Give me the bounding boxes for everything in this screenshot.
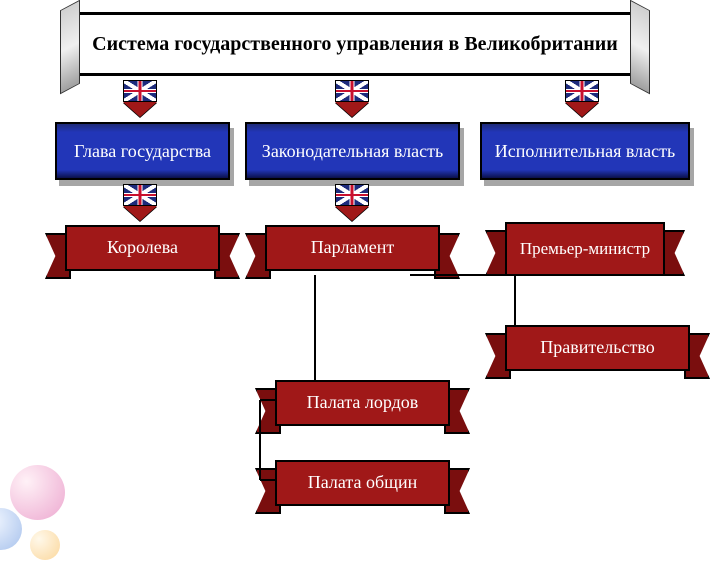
title-bar: Система государственного управления в Ве… [75, 12, 635, 76]
branch-label: Глава государства [74, 141, 211, 162]
node-label: Правительство [540, 338, 654, 358]
flag-arrow-icon [123, 80, 157, 118]
node-pm: Премьер-министр [505, 222, 665, 276]
branch-head: Глава государства [55, 122, 230, 180]
node-government: Правительство [505, 325, 690, 371]
node-label: Королева [107, 238, 178, 258]
title-text: Система государственного управления в Ве… [92, 32, 618, 56]
branch-legislative: Законодательная власть [245, 122, 460, 180]
node-parliament: Парламент [265, 225, 440, 271]
flag-arrow-icon [123, 184, 157, 222]
flag-arrow-icon [565, 80, 599, 118]
flag-arrow-icon [335, 80, 369, 118]
node-lords: Палата лордов [275, 380, 450, 426]
branch-label: Законодательная власть [262, 141, 443, 162]
node-label: Парламент [311, 238, 395, 258]
decorative-balls [0, 450, 90, 570]
branch-label: Исполнительная власть [495, 141, 675, 162]
node-commons: Палата общин [275, 460, 450, 506]
branch-executive: Исполнительная власть [480, 122, 690, 180]
node-queen: Королева [65, 225, 220, 271]
flag-arrow-icon [335, 184, 369, 222]
node-label: Премьер-министр [520, 240, 650, 259]
node-label: Палата общин [308, 473, 418, 493]
node-label: Палата лордов [307, 393, 419, 413]
